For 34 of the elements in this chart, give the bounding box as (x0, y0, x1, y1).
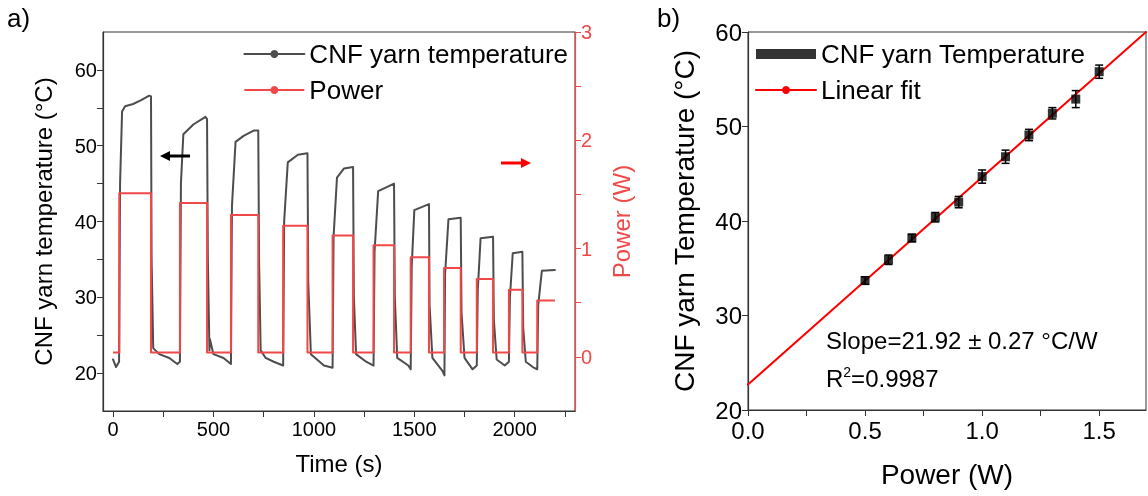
legend-label: Power (309, 75, 384, 105)
y-axis-title: CNF yarn temperature (°C) (29, 77, 57, 366)
x-tick-label: 2000 (492, 418, 537, 440)
chart-title: b) (657, 3, 681, 33)
chart-title: a) (7, 3, 31, 33)
y-axis-title: CNF yarn Temperature (°C) (668, 49, 700, 393)
x-tick-label: 1000 (291, 418, 337, 440)
annotation: Slope=21.92 ± 0.27 °C/W (826, 326, 1098, 354)
x-tick-label: 0.5 (848, 416, 882, 444)
x-tick-label: 1.5 (1082, 416, 1116, 444)
point (1071, 94, 1081, 104)
y-tick-label: 50 (74, 134, 97, 157)
legend-label: CNF yarn temperature (309, 39, 569, 69)
y2-axis-title: Power (W) (607, 164, 635, 279)
x-axis-title: Time (s) (295, 449, 383, 477)
x-tick-label: 1500 (392, 418, 437, 440)
y2-tick-label: 2 (581, 129, 593, 152)
legend-label: CNF yarn Temperature (821, 39, 1085, 69)
y-tick-label: 50 (715, 113, 742, 140)
x-tick-label: 500 (196, 418, 231, 440)
x-tick-label: 0 (107, 418, 119, 440)
x-axis-title: Power (W) (880, 458, 1014, 490)
y2-tick-label: 1 (581, 237, 593, 260)
y-tick-label: 60 (715, 18, 742, 46)
y2-tick-label: 0 (581, 345, 593, 368)
y-tick-label: 40 (74, 210, 97, 233)
y-tick-label: 30 (715, 302, 742, 329)
x-tick-label: 1.0 (965, 416, 999, 444)
y2-tick-label: 3 (581, 21, 593, 43)
y-tick-label: 30 (74, 286, 97, 309)
y-tick-label: 20 (74, 362, 97, 385)
y-tick-label: 60 (74, 58, 97, 81)
y-tick-label: 40 (715, 207, 742, 235)
legend-label: Linear fit (821, 75, 922, 105)
